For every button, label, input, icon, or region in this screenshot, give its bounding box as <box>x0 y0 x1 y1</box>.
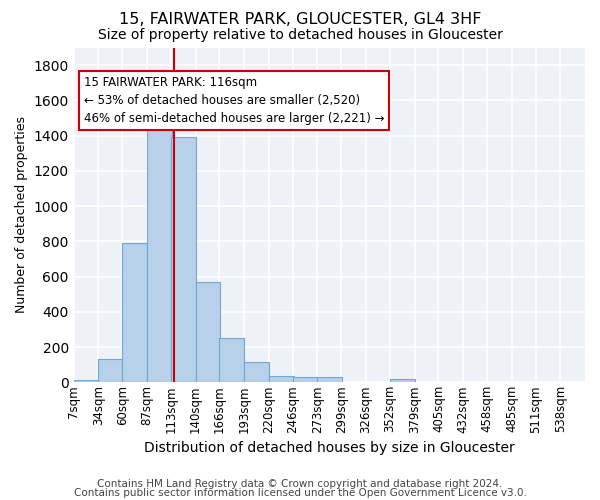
Bar <box>317 377 342 382</box>
Bar <box>122 243 147 382</box>
Bar <box>147 122 172 382</box>
Y-axis label: Number of detached properties: Number of detached properties <box>15 116 28 314</box>
Bar <box>390 378 415 382</box>
Text: 15, FAIRWATER PARK, GLOUCESTER, GL4 3HF: 15, FAIRWATER PARK, GLOUCESTER, GL4 3HF <box>119 12 481 28</box>
Text: Contains HM Land Registry data © Crown copyright and database right 2024.: Contains HM Land Registry data © Crown c… <box>97 479 503 489</box>
Bar <box>98 360 123 382</box>
X-axis label: Distribution of detached houses by size in Gloucester: Distribution of detached houses by size … <box>144 441 515 455</box>
Bar <box>196 282 220 382</box>
Text: Contains public sector information licensed under the Open Government Licence v3: Contains public sector information licen… <box>74 488 526 498</box>
Text: 15 FAIRWATER PARK: 116sqm
← 53% of detached houses are smaller (2,520)
46% of se: 15 FAIRWATER PARK: 116sqm ← 53% of detac… <box>84 76 385 125</box>
Bar <box>220 338 244 382</box>
Bar <box>293 377 317 382</box>
Bar <box>269 376 293 382</box>
Bar <box>244 362 269 382</box>
Bar <box>74 380 98 382</box>
Text: Size of property relative to detached houses in Gloucester: Size of property relative to detached ho… <box>98 28 502 42</box>
Bar <box>171 138 196 382</box>
